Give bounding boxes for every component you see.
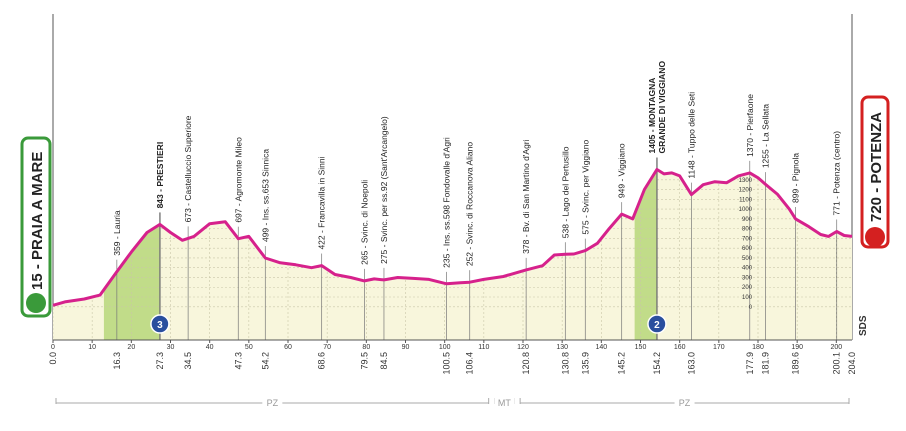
- x-tick-label: 0: [51, 344, 55, 351]
- x-tick-label: 190: [791, 344, 803, 351]
- x-tick-label: 170: [713, 344, 725, 351]
- climb-category: 3: [157, 320, 163, 331]
- climb-category: 2: [654, 320, 660, 331]
- region-label-bg: [494, 397, 515, 409]
- y-tick-label: 1000: [739, 207, 753, 213]
- x-tick-label: 200: [830, 344, 842, 351]
- km-label: 100.5: [442, 352, 452, 375]
- climb-badge: [647, 314, 667, 334]
- finish-icon: [865, 227, 885, 247]
- y-tick-label: 700: [742, 236, 753, 242]
- x-tick-label: 90: [402, 344, 410, 351]
- km-label: 79.5: [359, 352, 369, 370]
- y-tick-label: 600: [742, 246, 753, 252]
- x-tick-label: 100: [439, 344, 451, 351]
- km-label: 16.3: [112, 352, 122, 370]
- profile-line: [52, 168, 853, 307]
- waypoint-label: 697 - Agromonte Mileo: [233, 137, 243, 223]
- y-tick-label: 100: [742, 295, 753, 301]
- km-label: 204.0: [847, 352, 857, 375]
- waypoint-label: 422 - Francavilla in Sinni: [317, 156, 327, 249]
- x-tick-label: 60: [284, 344, 292, 351]
- waypoint-label: 899 - Pignola: [791, 153, 801, 203]
- waypoint-label: GRANDE DI VIGGIANO: [657, 61, 667, 154]
- x-tick-label: 180: [752, 344, 764, 351]
- x-tick-label: 120: [517, 344, 529, 351]
- y-tick-label: 0: [749, 305, 753, 311]
- waypoint-label: 1148 - Tuppo delle Seti: [686, 92, 696, 179]
- waypoint-label: 575 - Svinc. per Viggiano: [580, 140, 590, 235]
- footer-mark: SDS: [858, 315, 869, 336]
- region-label-bg: [262, 397, 283, 409]
- x-tick-label: 70: [323, 344, 331, 351]
- waypoint-label: 378 - Bv. di San Martino d'Agri: [521, 139, 531, 253]
- x-tick-label: 80: [362, 344, 370, 351]
- y-tick-label: 800: [742, 227, 753, 233]
- y-tick-label: 1300: [739, 178, 753, 184]
- waypoint-label: 252 - Svinc. di Roccanova Aliano: [465, 142, 475, 267]
- waypoint-label: 275 - Svinc. per ss.92 (Sant'Arcangelo): [379, 116, 389, 264]
- x-tick-label: 30: [167, 344, 175, 351]
- x-tick-label: 110: [478, 344, 489, 351]
- y-tick-label: 200: [742, 285, 753, 291]
- km-label: 106.4: [465, 352, 475, 375]
- region-label: MT: [498, 398, 511, 408]
- y-tick-label: 300: [742, 275, 753, 281]
- waypoint-label: 673 - Castelluccio Superiore: [183, 115, 193, 222]
- km-label: 181.9: [760, 352, 770, 375]
- waypoint-label: 949 - Viggiano: [617, 143, 627, 198]
- x-tick-label: 160: [674, 344, 686, 351]
- region-label-bg: [674, 397, 695, 409]
- finish-label: 720 - POTENZA: [868, 112, 885, 222]
- region-label: PZ: [267, 398, 279, 408]
- km-label: 200.1: [832, 352, 842, 375]
- x-tick-label: 150: [635, 344, 647, 351]
- km-label: 130.8: [560, 352, 570, 375]
- waypoint-label: 771 - Potenza (centro): [832, 131, 842, 216]
- start-sign: [20, 136, 52, 318]
- y-tick-label: 500: [742, 256, 753, 262]
- km-label: 145.2: [617, 352, 627, 375]
- km-label: 0.0: [48, 352, 58, 365]
- start-label: 15 - PRAIA A MARE: [29, 152, 46, 290]
- km-label: 135.9: [580, 352, 590, 375]
- km-label: 68.6: [317, 352, 327, 370]
- x-tick-label: 140: [595, 344, 607, 351]
- y-tick-label: 1100: [739, 197, 753, 203]
- climb-area: [103, 169, 160, 340]
- km-label: 54.2: [260, 352, 270, 370]
- km-label: 34.5: [183, 352, 193, 370]
- waypoint-label: 1370 - Pierfaone: [745, 94, 755, 157]
- start-icon: [26, 293, 46, 313]
- km-label: 177.9: [745, 352, 755, 375]
- waypoint-label: 538 - Lago del Pertusillo: [560, 146, 570, 238]
- km-label: 27.3: [155, 352, 165, 370]
- waypoint-label: 359 - Lauria: [112, 210, 122, 256]
- km-label: 84.5: [379, 352, 389, 370]
- y-tick-label: 400: [742, 266, 753, 272]
- region-label: PZ: [679, 398, 691, 408]
- waypoint-label: 843 - PRESTIERI: [155, 142, 165, 209]
- x-tick-label: 50: [245, 344, 253, 351]
- waypoint-label: 1405 - MONTAGNA: [647, 78, 657, 154]
- km-label: 154.2: [652, 352, 662, 375]
- waypoint-label: 265 - Svinc. di Noepoli: [359, 180, 369, 265]
- x-tick-label: 130: [556, 344, 568, 351]
- waypoint-label: 499 - Ins. ss.653 Sinnica: [260, 149, 270, 242]
- km-label: 120.8: [521, 352, 531, 375]
- x-tick-label: 20: [127, 344, 135, 351]
- x-tick-label: 40: [206, 344, 214, 351]
- y-tick-label: 1200: [739, 188, 753, 194]
- km-label: 47.3: [233, 352, 243, 370]
- km-label: 163.0: [686, 352, 696, 375]
- waypoint-label: 1255 - La Sellata: [760, 104, 770, 169]
- climb-badge: [150, 314, 170, 334]
- y-tick-label: 900: [742, 217, 753, 223]
- waypoint-label: 235 - Ins. ss.598 Fondovalle d'Agri: [442, 137, 452, 268]
- profile-area: [53, 169, 852, 340]
- km-label: 189.6: [791, 352, 801, 375]
- x-tick-label: 10: [88, 344, 96, 351]
